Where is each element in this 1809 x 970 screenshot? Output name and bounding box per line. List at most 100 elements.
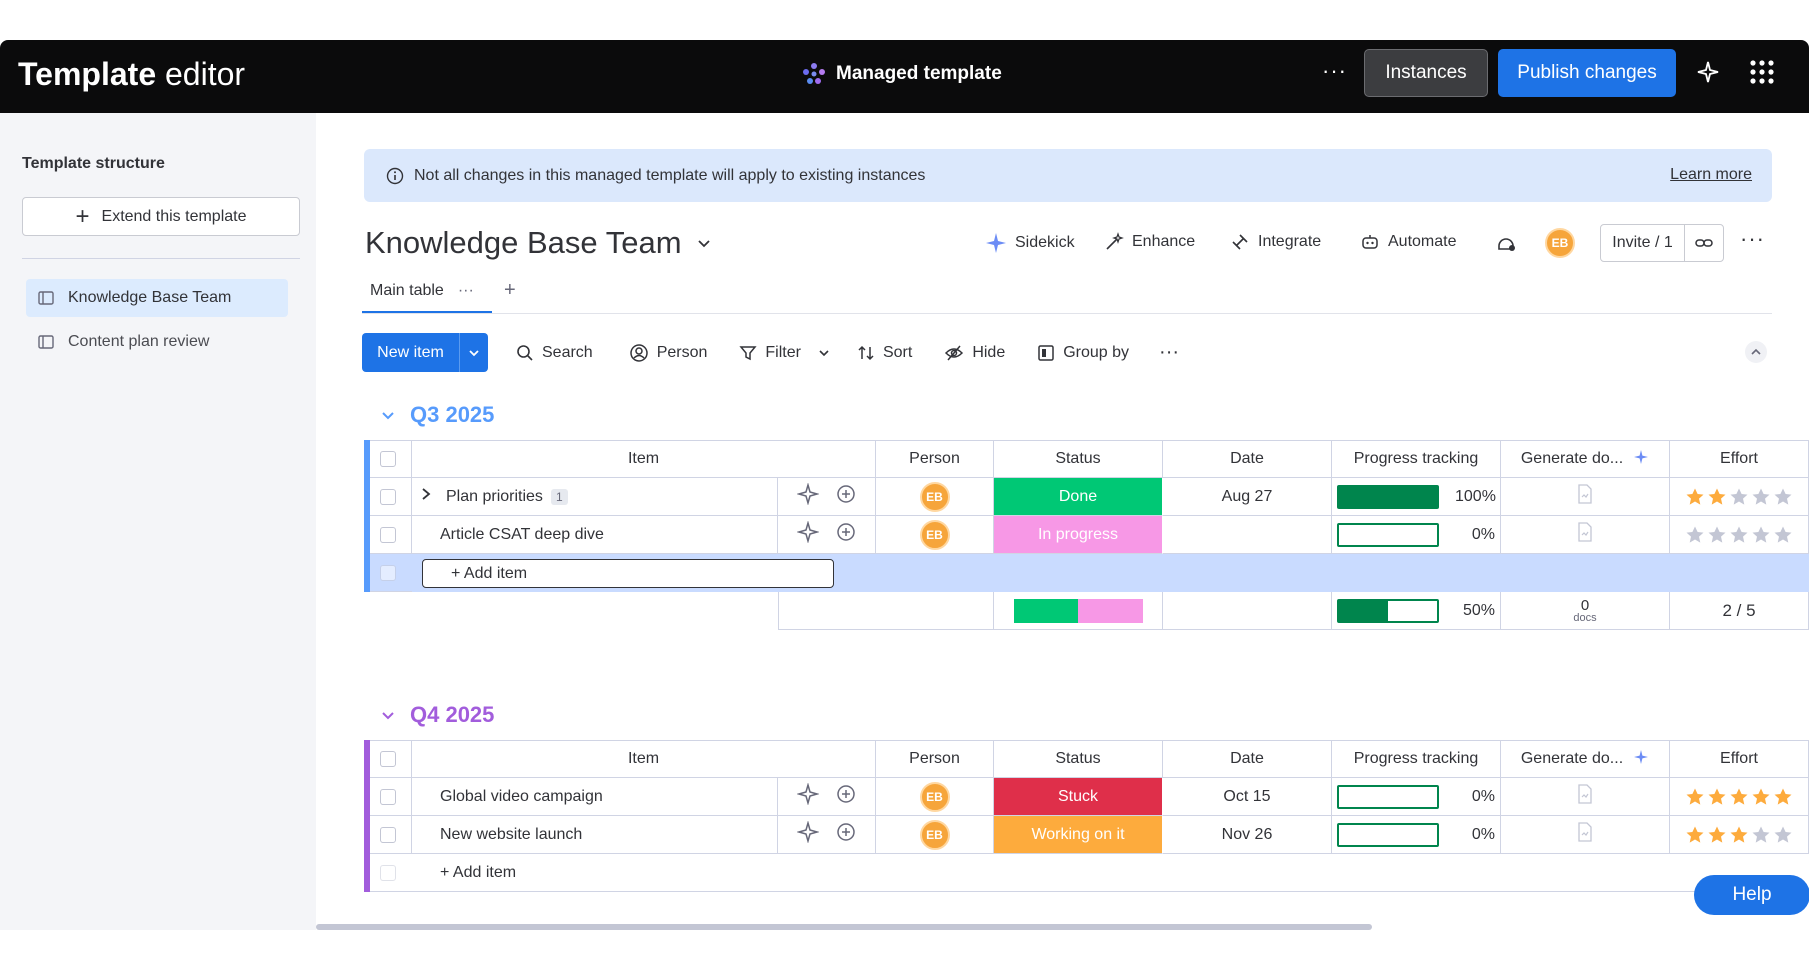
board-more-button[interactable]: ··· xyxy=(1740,226,1765,251)
star-icon[interactable] xyxy=(1729,787,1749,807)
add-update-icon[interactable] xyxy=(835,521,857,548)
chevron-down-icon[interactable] xyxy=(380,707,396,723)
app-grid-icon[interactable] xyxy=(1749,59,1775,85)
cell-generate[interactable] xyxy=(1501,478,1670,516)
new-item-dropdown[interactable] xyxy=(460,347,488,359)
add-view-button[interactable]: + xyxy=(504,279,516,301)
add-update-icon[interactable] xyxy=(835,483,857,510)
status-label[interactable]: In progress xyxy=(994,516,1162,553)
tab-more-button[interactable]: ··· xyxy=(457,281,474,299)
new-item-button[interactable]: New item xyxy=(362,333,488,372)
cell-generate[interactable] xyxy=(1501,778,1670,816)
sparkle-icon[interactable] xyxy=(1696,60,1720,84)
cell-effort[interactable] xyxy=(1670,478,1809,516)
ai-sparkle-icon[interactable] xyxy=(1633,449,1649,470)
automate-button[interactable]: Automate xyxy=(1360,232,1456,252)
toolbar-more-button[interactable]: ··· xyxy=(1159,341,1180,363)
sparkle-icon[interactable] xyxy=(795,820,820,848)
extend-template-button[interactable]: + Extend this template xyxy=(22,197,300,236)
cell-date[interactable]: Nov 26 xyxy=(1163,816,1332,854)
row-checkbox[interactable] xyxy=(379,826,396,843)
date-value[interactable]: Oct 15 xyxy=(1223,787,1271,805)
status-label[interactable]: Done xyxy=(994,478,1162,515)
group-by-button[interactable]: Group by xyxy=(1037,344,1129,362)
star-icon[interactable] xyxy=(1707,787,1727,807)
avatar[interactable]: EB xyxy=(1545,228,1575,258)
group-header-q3[interactable]: Q3 2025 xyxy=(380,402,494,428)
cell-item[interactable]: Plan priorities 1 xyxy=(412,478,778,516)
sidekick-button[interactable]: Sidekick xyxy=(985,232,1075,254)
help-button[interactable]: Help xyxy=(1694,875,1809,915)
add-item-row[interactable]: + Add item xyxy=(364,554,1809,592)
document-icon[interactable] xyxy=(1577,484,1593,509)
document-icon[interactable] xyxy=(1577,784,1593,809)
effort-rating[interactable] xyxy=(1685,525,1793,545)
add-update-icon[interactable] xyxy=(835,783,857,810)
hide-button[interactable]: Hide xyxy=(944,344,1005,362)
row-checkbox[interactable] xyxy=(379,788,396,805)
item-name[interactable]: Article CSAT deep dive xyxy=(440,525,604,543)
sparkle-icon[interactable] xyxy=(795,482,820,510)
person-filter-button[interactable]: Person xyxy=(629,343,707,363)
sort-button[interactable]: Sort xyxy=(857,344,912,362)
cell-status[interactable]: In progress xyxy=(994,516,1163,554)
cell-date[interactable]: Oct 15 xyxy=(1163,778,1332,816)
sparkle-icon[interactable] xyxy=(795,782,820,810)
status-label[interactable]: Working on it xyxy=(994,816,1162,853)
row-checkbox[interactable] xyxy=(379,488,396,505)
star-icon[interactable] xyxy=(1773,525,1793,545)
effort-rating[interactable] xyxy=(1685,487,1793,507)
star-icon[interactable] xyxy=(1685,787,1705,807)
cell-person[interactable]: EB xyxy=(876,478,994,516)
instances-button[interactable]: Instances xyxy=(1364,49,1488,97)
star-icon[interactable] xyxy=(1751,525,1771,545)
cell-item[interactable]: Global video campaign xyxy=(412,778,778,816)
group-title[interactable]: Q3 2025 xyxy=(410,402,495,427)
cell-person[interactable]: EB xyxy=(876,516,994,554)
sidebar-item-content-plan-review[interactable]: Content plan review xyxy=(26,323,288,361)
avatar[interactable]: EB xyxy=(919,819,950,850)
invite-button[interactable]: Invite / 1 xyxy=(1601,225,1685,261)
cell-item[interactable]: Article CSAT deep dive xyxy=(412,516,778,554)
updates-icon[interactable] xyxy=(1495,232,1517,254)
publish-changes-button[interactable]: Publish changes xyxy=(1498,49,1676,97)
select-all-checkbox[interactable] xyxy=(379,451,396,467)
cell-person[interactable]: EB xyxy=(876,816,994,854)
item-name[interactable]: Global video campaign xyxy=(440,787,603,805)
effort-rating[interactable] xyxy=(1685,787,1793,807)
subitem-count-badge[interactable]: 1 xyxy=(550,488,568,505)
star-icon[interactable] xyxy=(1773,825,1793,845)
sidebar-item-knowledge-base-team[interactable]: Knowledge Base Team xyxy=(26,279,288,317)
star-icon[interactable] xyxy=(1729,825,1749,845)
star-icon[interactable] xyxy=(1729,487,1749,507)
document-icon[interactable] xyxy=(1577,822,1593,847)
status-label[interactable]: Stuck xyxy=(994,778,1162,815)
learn-more-link[interactable]: Learn more xyxy=(1670,166,1752,183)
star-icon[interactable] xyxy=(1773,787,1793,807)
avatar[interactable]: EB xyxy=(919,781,950,812)
add-item-row[interactable]: + Add item xyxy=(364,854,1809,892)
filter-button[interactable]: Filter xyxy=(739,344,831,362)
star-icon[interactable] xyxy=(1729,525,1749,545)
chevron-up-icon[interactable] xyxy=(1744,340,1768,364)
add-item-label[interactable]: + Add item xyxy=(440,864,517,881)
add-item-input[interactable]: + Add item xyxy=(422,559,834,588)
avatar[interactable]: EB xyxy=(919,519,950,550)
board-title[interactable]: Knowledge Base Team xyxy=(365,225,712,261)
chevron-down-icon[interactable] xyxy=(696,235,712,251)
search-button[interactable]: Search xyxy=(516,344,593,362)
cell-generate[interactable] xyxy=(1501,816,1670,854)
copy-link-button[interactable] xyxy=(1685,233,1723,253)
chevron-down-icon[interactable] xyxy=(380,407,396,423)
cell-status[interactable]: Working on it xyxy=(994,816,1163,854)
star-icon[interactable] xyxy=(1751,825,1771,845)
star-icon[interactable] xyxy=(1685,487,1705,507)
cell-person[interactable]: EB xyxy=(876,778,994,816)
group-header-q4[interactable]: Q4 2025 xyxy=(380,702,494,728)
cell-status[interactable]: Stuck xyxy=(994,778,1163,816)
star-icon[interactable] xyxy=(1751,787,1771,807)
cell-effort[interactable] xyxy=(1670,816,1809,854)
add-update-icon[interactable] xyxy=(835,821,857,848)
row-checkbox[interactable] xyxy=(380,864,396,881)
cell-date[interactable]: Aug 27 xyxy=(1163,478,1332,516)
